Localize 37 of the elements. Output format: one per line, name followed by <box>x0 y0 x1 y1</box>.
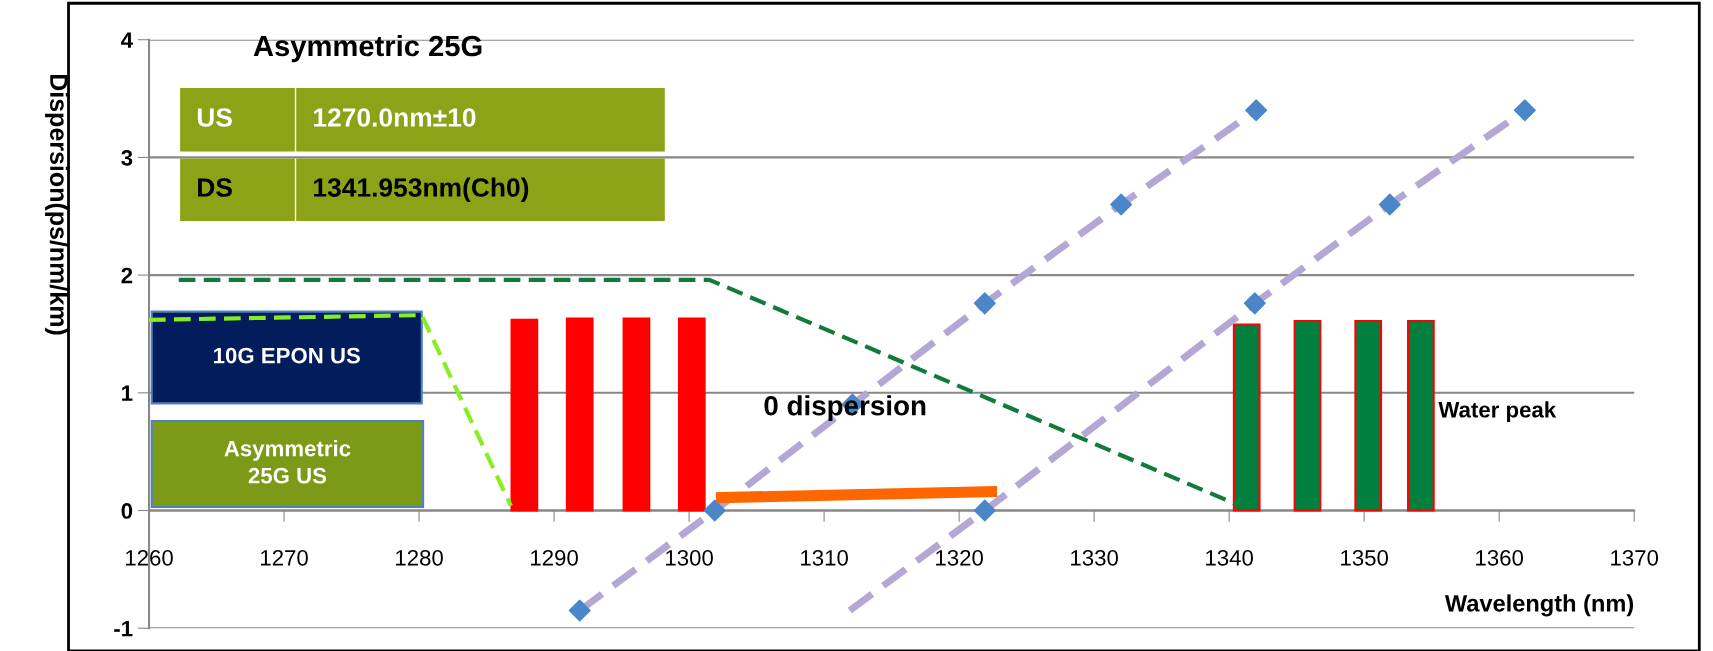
y-tick-label: 1 <box>122 385 133 401</box>
x-tick-label: 1320 <box>936 549 983 566</box>
point <box>1243 292 1266 315</box>
point <box>1378 193 1401 216</box>
y-tick-label: 2 <box>121 267 133 284</box>
x-tick-label: 1270 <box>261 549 308 566</box>
point <box>1513 99 1536 122</box>
point <box>973 292 996 315</box>
x-tick-label: 1330 <box>1071 549 1118 566</box>
annotation: Water peak <box>1438 401 1557 422</box>
x-tick-label: 1310 <box>801 549 848 566</box>
point <box>568 599 591 622</box>
annotation: US <box>197 108 232 127</box>
point <box>1245 99 1268 122</box>
y-axis-title: Dispersion(ps/nm/km) <box>45 74 69 335</box>
x-axis-title: Wavelength (nm) <box>1444 594 1634 617</box>
y-tick-label: -1 <box>114 620 133 637</box>
x-tick-label: 1280 <box>396 549 443 566</box>
y-tick-label: 3 <box>121 149 133 166</box>
point <box>1110 193 1133 216</box>
x-tick-label: 1370 <box>1611 549 1659 566</box>
annotation: 1341.953nm(Ch0) <box>314 177 529 203</box>
y-tick-label: 4 <box>121 32 133 48</box>
annotation: 10G EPON US <box>214 347 360 364</box>
x-tick-label: 1300 <box>666 549 713 566</box>
x-tick-label: 1340 <box>1206 549 1254 566</box>
x-tick-label: 1360 <box>1476 549 1524 566</box>
x-tick-label: 1290 <box>531 549 578 566</box>
point <box>973 499 996 522</box>
chart-title: Asymmetric 25G <box>253 34 482 63</box>
annotation: 1270.0nm±10 <box>314 108 476 127</box>
point <box>703 499 726 522</box>
x-tick-label: 1350 <box>1341 549 1389 566</box>
annotation: DS <box>198 178 232 197</box>
y-tick-label: 0 <box>121 503 133 519</box>
x-tick-label: 1260 <box>126 549 173 566</box>
annotation: Asymmetric 25G US <box>224 440 351 484</box>
